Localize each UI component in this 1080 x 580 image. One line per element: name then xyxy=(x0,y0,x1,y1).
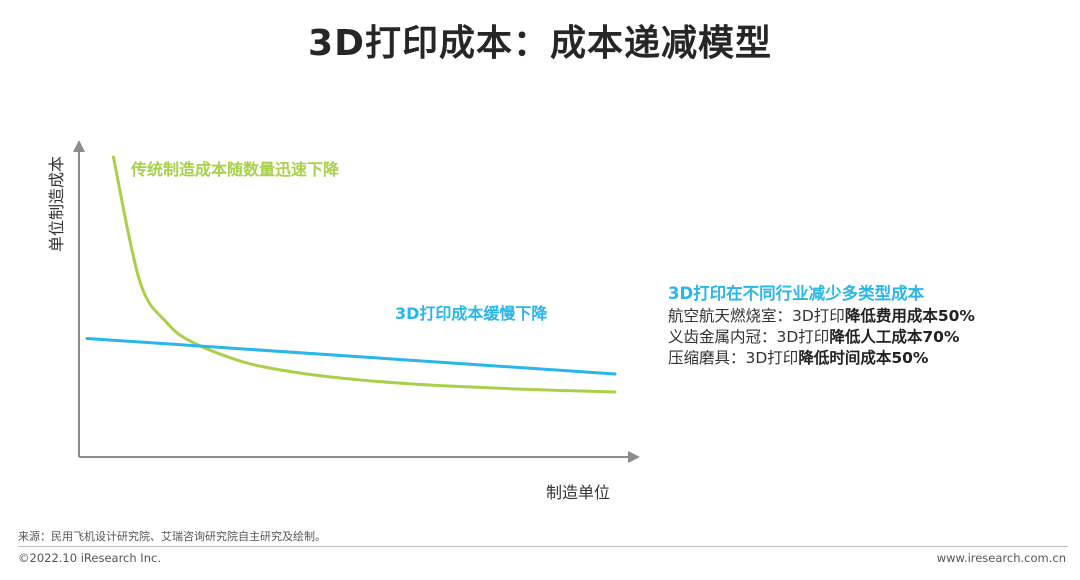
side-panel-item: 压缩磨具：3D打印降低时间成本50% xyxy=(668,349,929,367)
x-axis-arrow xyxy=(628,451,640,463)
copyright-text: ©2022.10 iResearch Inc. xyxy=(18,551,161,565)
series-label: 传统制造成本随数量迅速下降 xyxy=(130,160,340,179)
chart-axes xyxy=(73,140,640,463)
y-axis-arrow xyxy=(73,140,85,152)
website-link[interactable]: www.iresearch.com.cn xyxy=(936,551,1066,565)
series-line xyxy=(85,336,617,376)
side-panel-title: 3D打印在不同行业减少多类型成本 xyxy=(668,284,925,303)
chart-series-layer xyxy=(85,155,617,394)
side-panel-item: 义齿金属内冠：3D打印降低人工成本70% xyxy=(668,328,960,346)
y-axis-label: 单位制造成本 xyxy=(47,156,66,252)
source-note: 来源：民用飞机设计研究院、艾瑞咨询研究院自主研究及绘制。 xyxy=(18,530,326,543)
footer-divider xyxy=(18,546,1068,547)
series-line xyxy=(111,155,617,394)
page-title: 3D打印成本：成本递减模型 xyxy=(308,23,772,64)
series-label: 3D打印成本缓慢下降 xyxy=(395,304,548,323)
x-axis-label: 制造单位 xyxy=(546,483,610,502)
side-panel: 3D打印在不同行业减少多类型成本 航空航天燃烧室：3D打印降低费用成本50% 义… xyxy=(668,283,1068,369)
side-panel-item: 航空航天燃烧室：3D打印降低费用成本50% xyxy=(668,307,975,325)
